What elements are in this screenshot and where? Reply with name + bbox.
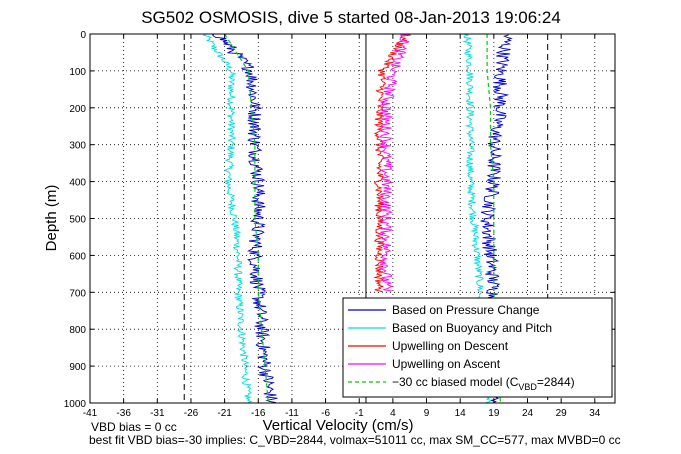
series-line-descent [212, 33, 278, 404]
legend-label-model: −30 cc biased model (CVBD=2844) [392, 375, 575, 392]
legend-label: Upwelling on Descent [392, 339, 509, 353]
x-tick-label: 14 [455, 408, 467, 419]
series-line-descent [202, 33, 253, 404]
x-tick-label: -26 [184, 408, 199, 419]
x-tick-label: 34 [589, 408, 601, 419]
series-line-descent [224, 33, 269, 404]
y-tick-label: 400 [69, 178, 86, 189]
y-axis-label: Depth (m) [43, 185, 60, 252]
y-tick-label: 700 [69, 288, 86, 299]
y-tick-label: 800 [69, 325, 86, 336]
series-line-ascent [486, 34, 502, 404]
x-tick-label: -36 [116, 408, 131, 419]
legend-label: Upwelling on Ascent [392, 357, 501, 371]
legend: Based on Pressure Change Based on Buoyanc… [342, 297, 613, 398]
x-tick-label: -1 [355, 408, 364, 419]
x-tick-label: -31 [150, 408, 165, 419]
legend-model-suffix: =2844) [537, 375, 575, 389]
note-line-1: VBD bias = 0 cc [91, 420, 177, 434]
y-tick-label: 100 [69, 67, 86, 78]
y-tick-label: 500 [69, 215, 86, 226]
y-tick-label: 1000 [64, 399, 87, 410]
note-line-2: best fit VBD bias=-30 implies: C_VBD=284… [89, 433, 621, 447]
x-tick-label: 19 [488, 408, 500, 419]
x-tick-label: 24 [522, 408, 534, 419]
y-tick-label: 900 [69, 362, 86, 373]
x-axis-label: Vertical Velocity (cm/s) [263, 417, 414, 434]
x-tick-label: -11 [285, 408, 299, 419]
y-tick-label: 200 [69, 104, 86, 115]
legend-box [342, 297, 613, 398]
series-line [373, 33, 412, 293]
x-tick-label: -41 [83, 408, 98, 419]
chart-title: SG502 OSMOSIS, dive 5 started 08-Jan-201… [141, 8, 561, 27]
x-tick-label: 4 [390, 408, 396, 419]
y-tick-label: 300 [69, 141, 86, 152]
x-tick-label: 9 [424, 408, 430, 419]
legend-items: Based on Pressure Change Based on Buoyanc… [348, 303, 552, 371]
axis-ticks: -41 -36 -31 -26 -21 -16 -11 -6 -1 4 9 14 19 24 29 34 0 10… [64, 30, 615, 419]
y-tick-label: 600 [69, 251, 86, 262]
x-tick-label: 29 [556, 408, 568, 419]
legend-label: Based on Buoyancy and Pitch [392, 321, 552, 335]
y-tick-label: 0 [80, 30, 86, 41]
x-tick-label: -16 [251, 408, 266, 419]
legend-label: Based on Pressure Change [392, 303, 540, 317]
legend-model-prefix: −30 cc biased model (C [392, 375, 519, 389]
legend-model-sub: VBD [518, 382, 537, 392]
x-tick-label: -6 [321, 408, 330, 419]
series-line [378, 33, 412, 293]
x-tick-label: -21 [217, 408, 232, 419]
